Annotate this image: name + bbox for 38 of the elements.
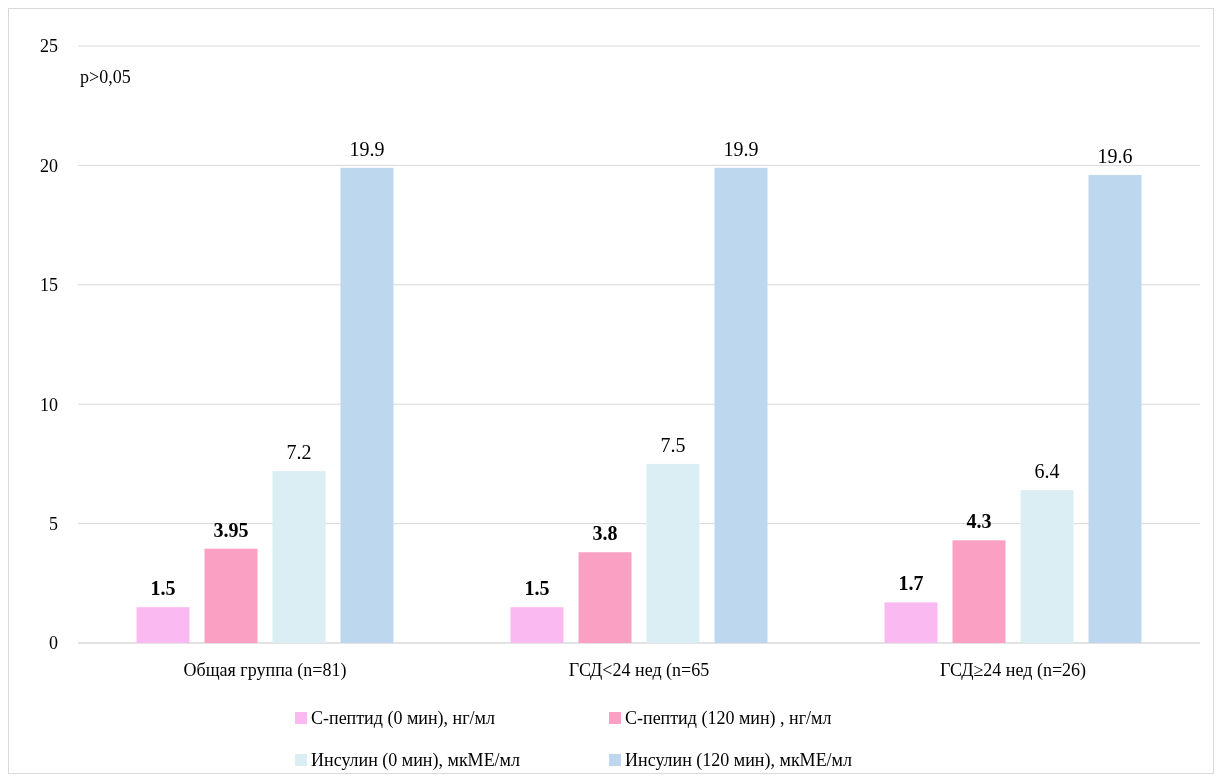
legend-label: Инсулин (120 мин), мкМЕ/мл	[625, 750, 853, 772]
y-tick-label: 10	[40, 394, 58, 415]
bar	[272, 471, 326, 643]
bar	[884, 602, 938, 643]
y-tick-label: 5	[49, 513, 58, 534]
y-tick-label: 20	[40, 155, 58, 176]
y-tick-label: 25	[40, 36, 58, 57]
data-label: 1.5	[524, 577, 550, 600]
bar	[952, 540, 1006, 643]
data-label: 4.3	[966, 510, 992, 533]
bar	[714, 167, 768, 643]
legend-label: С-пептид (120 мин) , нг/мл	[625, 708, 832, 730]
bar	[136, 607, 190, 643]
y-tick-label: 15	[40, 275, 58, 296]
x-tick-label: Общая группа (n=81)	[183, 660, 347, 681]
bar	[1088, 174, 1142, 643]
bar	[510, 607, 564, 643]
bar	[646, 463, 700, 643]
data-label: 1.7	[898, 572, 924, 595]
bar	[578, 552, 632, 643]
legend-label: Инсулин (0 мин), мкМЕ/мл	[311, 750, 521, 772]
data-label: 3.8	[592, 522, 618, 545]
annotation: p>0,05	[80, 67, 131, 87]
data-label: 7.5	[660, 433, 686, 456]
data-label: 19.6	[1097, 144, 1133, 167]
bar	[340, 167, 394, 643]
data-label: 7.2	[286, 441, 312, 464]
bar	[204, 548, 258, 643]
y-tick-label: 0	[49, 633, 58, 654]
bar	[1020, 490, 1074, 643]
data-label: 19.9	[349, 137, 385, 160]
data-label: 1.5	[150, 577, 176, 600]
data-label: 19.9	[723, 137, 759, 160]
data-label: 6.4	[1034, 460, 1060, 483]
data-label: 3.95	[213, 518, 249, 541]
legend-label: С-пептид (0 мин), нг/мл	[311, 708, 495, 730]
x-tick-label: ГСД≥24 нед (n=26)	[939, 660, 1087, 681]
x-tick-label: ГСД<24 нед (n=65	[568, 660, 710, 681]
